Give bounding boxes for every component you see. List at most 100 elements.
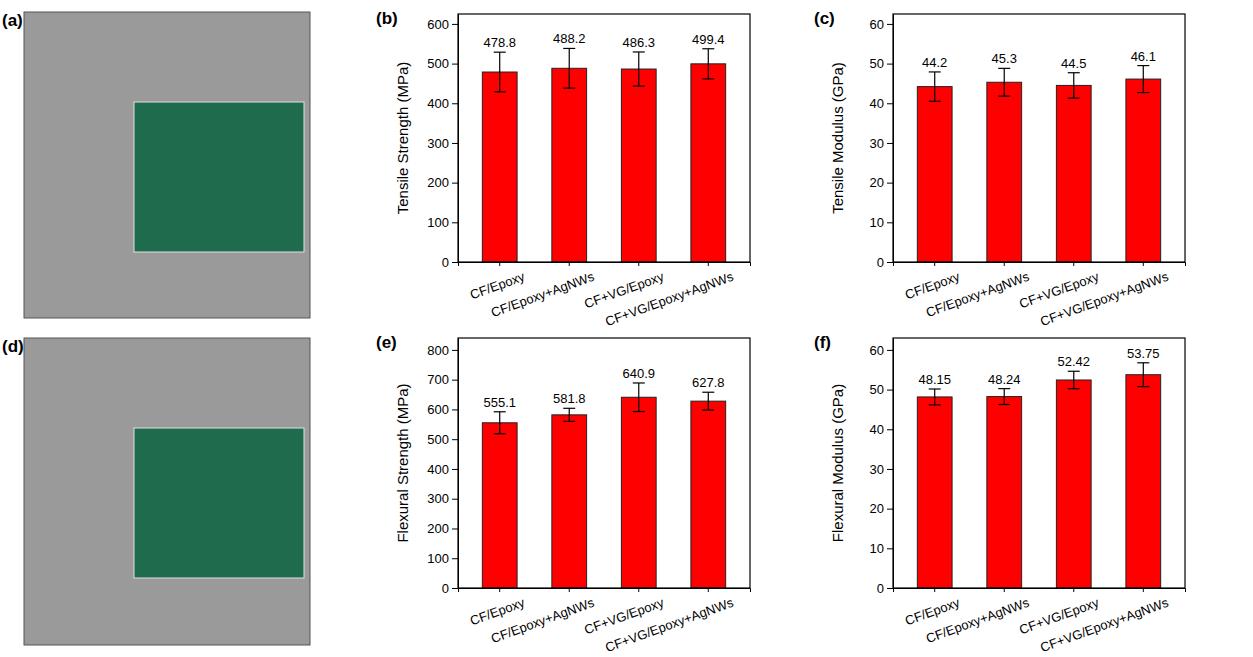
y-tick-mark xyxy=(887,222,893,223)
bar xyxy=(552,68,587,262)
error-cap xyxy=(1137,92,1149,93)
data-label: 46.1 xyxy=(1131,49,1156,64)
y-tick-mark xyxy=(887,350,893,351)
plot-frame xyxy=(458,338,750,588)
error-cap xyxy=(1068,388,1080,389)
error-bar xyxy=(702,392,714,410)
error-bar xyxy=(1068,371,1080,388)
y-tick-label: 100 xyxy=(427,215,449,230)
error-cap xyxy=(1068,72,1080,73)
y-tick-label: 60 xyxy=(870,343,884,358)
bar xyxy=(482,72,517,262)
y-tick: 600 xyxy=(427,17,458,32)
y-tick-mark xyxy=(887,103,893,104)
x-tick-mark xyxy=(1143,262,1144,266)
y-tick: 100 xyxy=(427,215,458,230)
y-axis-line xyxy=(458,15,459,263)
error-cap xyxy=(563,88,575,89)
y-tick-label: 40 xyxy=(870,96,884,111)
y-tick: 40 xyxy=(870,422,893,437)
bar xyxy=(987,397,1022,588)
error-cap xyxy=(633,382,645,383)
y-tick-mark xyxy=(887,143,893,144)
y-tick-label: 600 xyxy=(427,17,449,32)
bar xyxy=(1056,85,1091,262)
y-tick: 0 xyxy=(877,255,893,270)
error-cap xyxy=(633,411,645,412)
x-tick: CF/Epoxy+AgNWs xyxy=(924,588,1032,646)
data-label: 48.24 xyxy=(988,372,1021,387)
error-cap xyxy=(929,101,941,102)
photo-inset xyxy=(134,428,304,578)
y-tick-mark xyxy=(452,469,458,470)
bar xyxy=(1126,79,1161,262)
y-tick: 50 xyxy=(870,56,893,71)
y-tick-mark xyxy=(887,262,893,263)
y-axis: 0102030405060 xyxy=(870,339,894,596)
error-line xyxy=(499,412,500,434)
x-tick-mark xyxy=(1004,262,1005,266)
y-tick-mark xyxy=(452,380,458,381)
y-tick: 50 xyxy=(870,382,893,397)
y-axis: 0100200300400500600 xyxy=(427,15,458,270)
error-line xyxy=(1143,66,1144,93)
y-axis-line xyxy=(458,339,459,589)
error-line xyxy=(499,52,500,92)
x-tick-label: CF/Epoxy+AgNWs xyxy=(924,269,1032,320)
y-tick-label: 300 xyxy=(427,491,449,506)
y-axis-title: Flexural Strength (MPa) xyxy=(394,383,411,542)
plot-frame xyxy=(458,14,750,262)
y-tick: 600 xyxy=(427,402,458,417)
x-tick-mark xyxy=(934,262,935,266)
error-line xyxy=(569,408,570,421)
y-tick-label: 20 xyxy=(870,501,884,516)
y-tick-mark xyxy=(452,64,458,65)
plot-frame xyxy=(893,338,1185,588)
chart-panel: 0102030405060CF/EpoxyCF/Epoxy+AgNWsCF+VG… xyxy=(814,9,1186,329)
error-cap xyxy=(1137,386,1149,387)
error-bar xyxy=(494,52,506,92)
y-tick: 60 xyxy=(870,343,893,358)
y-tick: 500 xyxy=(427,56,458,71)
x-tick-mark xyxy=(1143,588,1144,592)
y-tick-label: 30 xyxy=(870,136,884,151)
x-tick-mark xyxy=(638,262,639,266)
y-tick-mark xyxy=(887,548,893,549)
x-tick-mark xyxy=(569,262,570,266)
bar xyxy=(482,423,517,588)
y-tick: 200 xyxy=(427,521,458,536)
plot-area xyxy=(482,48,725,262)
y-tick-label: 30 xyxy=(870,462,884,477)
error-line xyxy=(638,52,639,86)
x-tick: CF/Epoxy+AgNWs xyxy=(489,588,597,646)
y-tick-label: 50 xyxy=(870,56,884,71)
y-tick-label: 400 xyxy=(427,462,449,477)
x-tick-mark xyxy=(1073,588,1074,592)
plot-area xyxy=(917,363,1160,588)
x-axis-line xyxy=(459,589,751,593)
error-line xyxy=(934,389,935,405)
error-cap xyxy=(929,404,941,405)
y-tick-label: 10 xyxy=(870,541,884,556)
error-line xyxy=(1143,363,1144,387)
error-cap xyxy=(998,96,1010,97)
data-label: 555.1 xyxy=(483,395,516,410)
error-bar xyxy=(563,408,575,421)
y-axis-line xyxy=(893,339,894,589)
x-tick-label: CF/Epoxy+AgNWs xyxy=(489,595,597,646)
x-tick-mark xyxy=(1004,588,1005,592)
x-tick: CF+VG/Epoxy+AgNWs xyxy=(1038,262,1171,329)
y-axis-line xyxy=(893,15,894,263)
photo-inset xyxy=(134,102,304,252)
y-tick: 400 xyxy=(427,462,458,477)
y-tick: 30 xyxy=(870,462,893,477)
figure: (a)(d)0100200300400500600CF/EpoxyCF/Epox… xyxy=(0,0,1253,657)
chart-panel: 0102030405060CF/EpoxyCF/Epoxy+AgNWsCF+VG… xyxy=(814,333,1186,655)
error-line xyxy=(569,48,570,88)
error-cap xyxy=(494,52,506,53)
y-tick-label: 0 xyxy=(442,581,449,596)
y-axis: 0100200300400500600700800 xyxy=(427,339,458,596)
y-tick-mark xyxy=(887,390,893,391)
error-line xyxy=(1004,68,1005,96)
y-tick-label: 700 xyxy=(427,372,449,387)
